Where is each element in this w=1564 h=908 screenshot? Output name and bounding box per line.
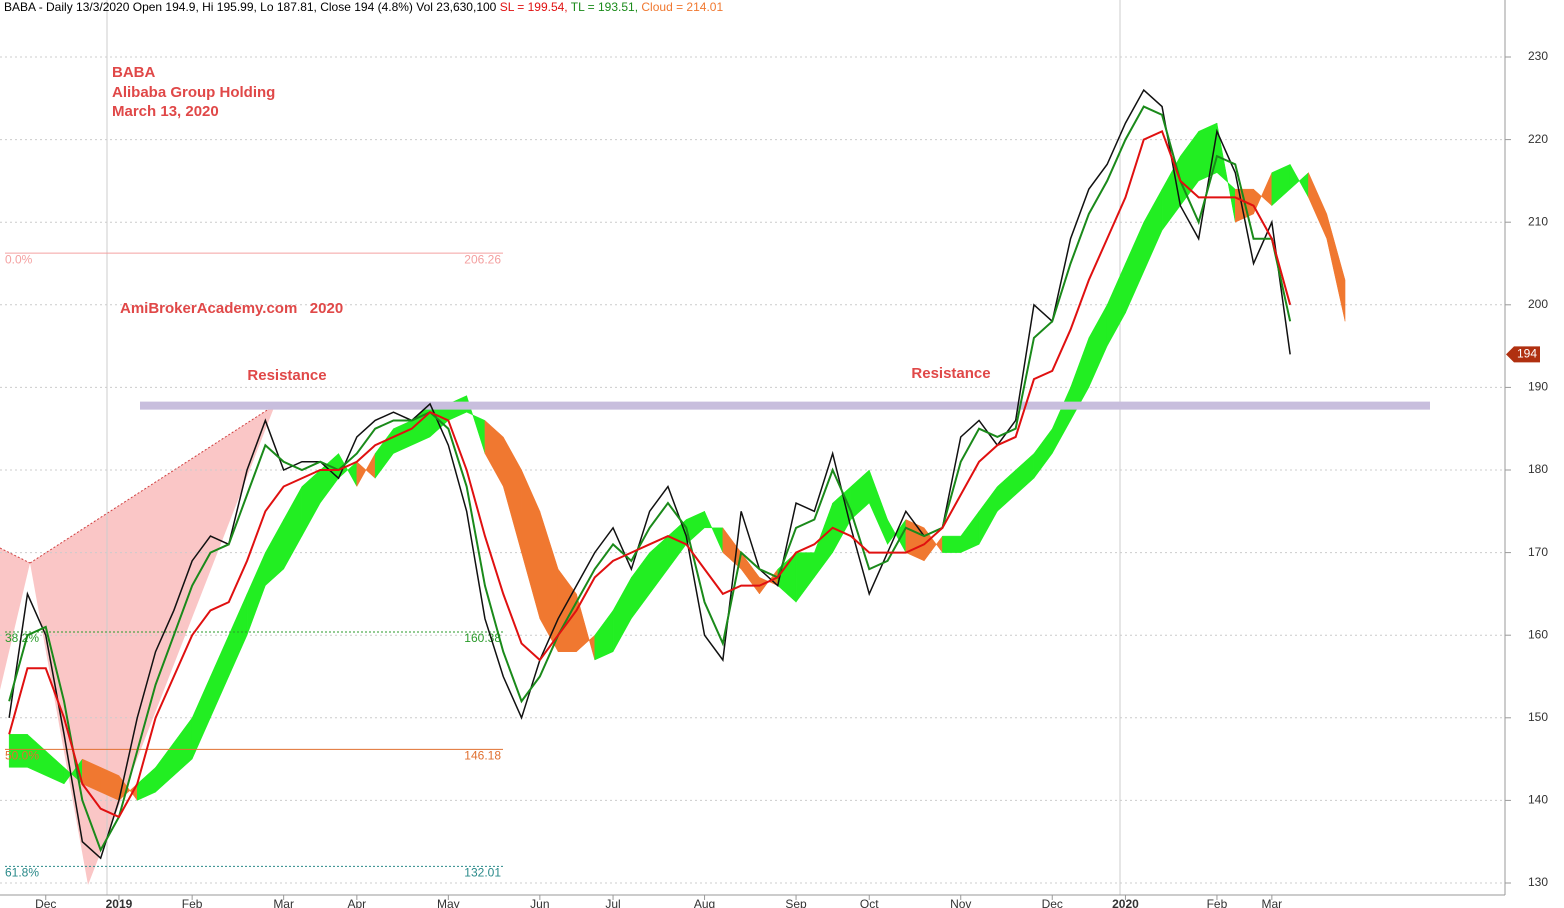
fib-value: 132.01 (464, 866, 501, 880)
x-tick-label: Dec (35, 897, 56, 908)
x-tick-label: 2019 (106, 897, 133, 908)
header: BABA - Daily 13/3/2020 Open 194.9, Hi 19… (4, 0, 723, 14)
header-cloud: Cloud = 214.01 (641, 0, 723, 14)
fib-label: 50.0% (5, 749, 39, 763)
pattern-shape (0, 548, 30, 690)
series-line (8, 105, 1292, 853)
x-tick-label: Dec (1042, 897, 1063, 908)
fib-value: 146.18 (464, 749, 501, 763)
price-marker (1506, 346, 1540, 363)
fib-label: 0.0% (5, 252, 33, 266)
y-tick-label: 230 (1528, 49, 1548, 63)
pattern-line (0, 547, 31, 564)
header-sl: SL = 199.54, (500, 0, 568, 14)
x-tick-label: Oct (860, 897, 879, 908)
fib-value: 206.26 (464, 252, 501, 266)
y-tick-label: 180 (1528, 462, 1548, 476)
x-tick-label: Mar (1262, 897, 1283, 908)
x-tick-label: Sep (785, 897, 807, 908)
x-tick-label: Jul (605, 897, 620, 908)
y-tick-label: 160 (1528, 627, 1548, 641)
header-main: BABA - Daily 13/3/2020 Open 194.9, Hi 19… (4, 0, 497, 14)
date: March 13, 2020 (112, 103, 219, 120)
x-tick-label: Aug (694, 897, 715, 908)
y-tick-label: 200 (1528, 297, 1548, 311)
series-line (8, 88, 1291, 860)
series-line (8, 129, 1292, 819)
x-tick-label: Mar (273, 897, 294, 908)
x-tick-label: Apr (348, 897, 367, 908)
fib-label: 61.8% (5, 866, 39, 880)
fib-value: 160.38 (464, 631, 501, 645)
x-tick-label: May (437, 897, 460, 908)
price-marker-label: 194 (1517, 347, 1537, 361)
y-tick-label: 130 (1528, 875, 1548, 889)
pattern-line (29, 404, 276, 564)
x-tick-label: Nov (950, 897, 971, 908)
y-tick-label: 210 (1528, 214, 1548, 228)
cloud-segment (1326, 213, 1346, 322)
header-tl: TL = 193.51, (571, 0, 638, 14)
y-tick-label: 190 (1528, 380, 1548, 394)
site: AmiBrokerAcademy.com 2020 (120, 300, 343, 317)
cloud-segment (942, 535, 961, 553)
y-tick-label: 140 (1528, 793, 1548, 807)
cloud-segment (1198, 122, 1218, 182)
ticker: BABA (112, 64, 155, 81)
y-tick-label: 150 (1528, 710, 1548, 724)
x-tick-label: Jun (530, 897, 549, 908)
y-tick-label: 220 (1528, 132, 1548, 146)
x-tick-label: 2020 (1112, 897, 1139, 908)
company: Alibaba Group Holding (112, 84, 275, 101)
resistance-label: Resistance (247, 367, 326, 384)
y-tick-label: 170 (1528, 545, 1548, 559)
resistance-label: Resistance (911, 365, 990, 382)
x-tick-label: Feb (1207, 897, 1228, 908)
x-tick-label: Feb (182, 897, 203, 908)
